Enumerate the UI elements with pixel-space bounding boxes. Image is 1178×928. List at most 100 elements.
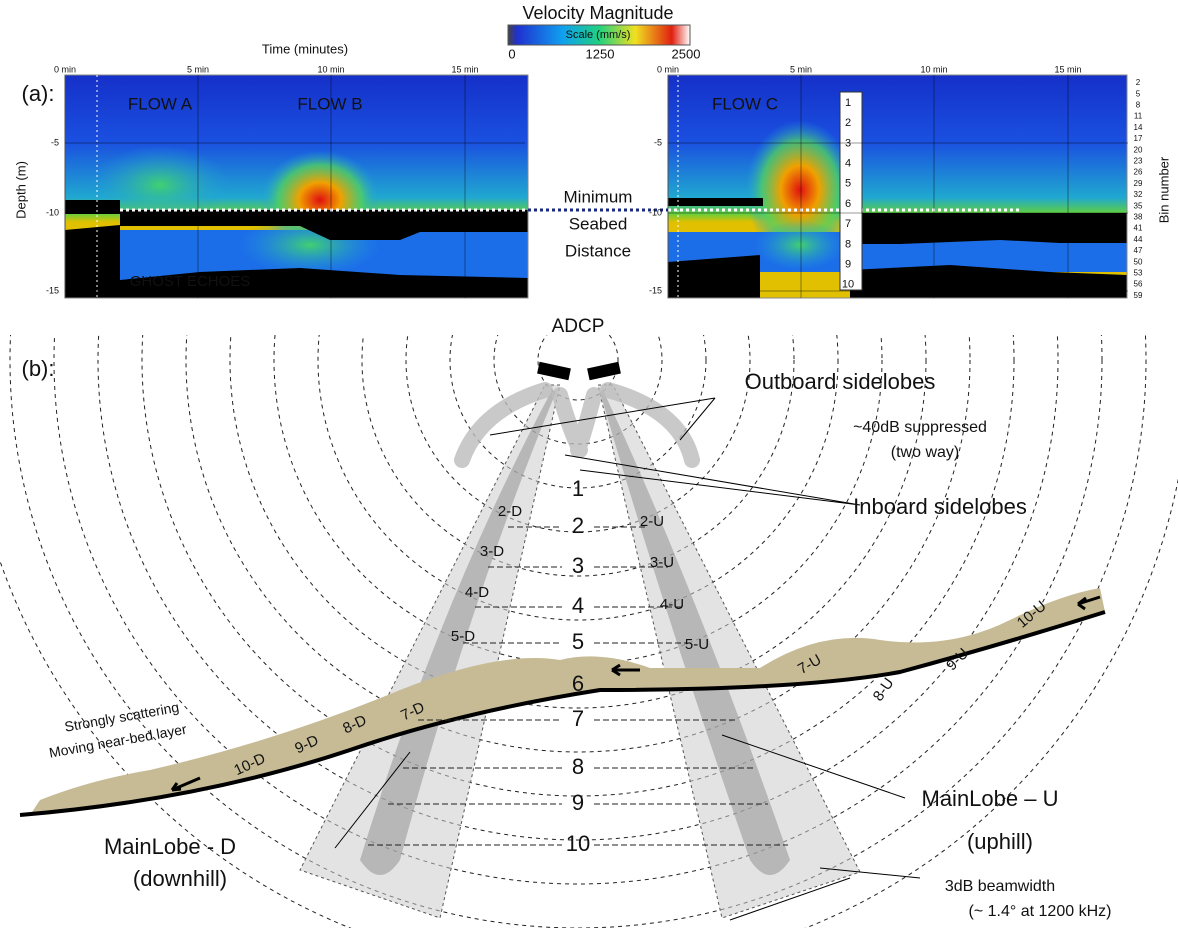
- mainlobe-label: (downhill): [133, 866, 227, 891]
- bin-label: 4-U: [660, 596, 684, 613]
- axis-title: Bin number: [1156, 156, 1171, 223]
- x-tick-label: 15 min: [1054, 64, 1081, 74]
- axis-title: Time (minutes): [262, 41, 348, 56]
- range-number: 8: [572, 754, 584, 779]
- range-number: 10: [566, 831, 590, 856]
- bin-box-number: 9: [845, 259, 851, 271]
- y-tick-label: -10: [46, 207, 59, 217]
- seabed-echo: [860, 213, 1127, 244]
- mainlobe-label: MainLobe - D: [104, 834, 236, 859]
- ghost-echo: [668, 255, 760, 298]
- bin-number: 50: [1134, 257, 1143, 266]
- annotation: FLOW B: [297, 94, 362, 113]
- x-tick-label: 0 min: [54, 64, 76, 74]
- x-tick-label: 15 min: [451, 64, 478, 74]
- range-number: 3: [572, 553, 584, 578]
- suppressed-label: (two way): [891, 444, 959, 461]
- outboard-label: Outboard sidelobes: [745, 369, 936, 394]
- bin-box-number: 7: [845, 218, 851, 230]
- bin-box-number: 4: [845, 158, 851, 170]
- x-tick-label: 0 min: [657, 64, 679, 74]
- bin-number: 17: [1134, 134, 1143, 143]
- bin-label: 3-U: [650, 554, 674, 571]
- bin-label: 3-D: [480, 543, 504, 560]
- axis-title: Depth (m): [13, 161, 28, 219]
- range-number: 1: [572, 476, 584, 501]
- y-tick-label: -15: [46, 285, 59, 295]
- colorbar-scale: Scale (mm/s): [566, 29, 631, 41]
- y-tick-label: -5: [51, 137, 59, 147]
- bin-number: 8: [1136, 101, 1141, 110]
- figure: (() => { const data = JSON.parse(documen…: [0, 0, 1178, 928]
- mainlobe-label: MainLobe – U: [922, 786, 1059, 811]
- x-tick-label: 10 min: [317, 64, 344, 74]
- seabed-label: Seabed: [569, 214, 628, 233]
- bin-number: 56: [1134, 280, 1143, 289]
- colorbar-tick: 2500: [672, 46, 701, 61]
- bin-box-number: 6: [845, 198, 851, 210]
- transducer: [587, 362, 621, 380]
- seabed-label: Minimum: [564, 187, 633, 206]
- panel-label: (b):: [22, 356, 55, 381]
- panel-label: (a):: [22, 81, 55, 106]
- seabed-echo: [65, 200, 120, 214]
- bin-number: 5: [1136, 89, 1141, 98]
- bin-label: 5-U: [685, 636, 709, 653]
- bin-number: 47: [1134, 246, 1143, 255]
- bin-number: 2: [1136, 78, 1141, 87]
- range-number: 9: [572, 790, 584, 815]
- bin-number: 59: [1134, 291, 1143, 300]
- bin-number: 11: [1134, 112, 1143, 121]
- annotation: GHOST ECHOES: [130, 273, 251, 290]
- x-tick-label: 5 min: [790, 64, 812, 74]
- bin-number: 23: [1134, 157, 1143, 166]
- beamwidth-label: (~ 1.4° at 1200 kHz): [969, 903, 1112, 920]
- range-number: 2: [572, 513, 584, 538]
- bin-number: 53: [1134, 269, 1143, 278]
- seabed-echo: [668, 198, 763, 206]
- colorbar-tick: 1250: [586, 46, 615, 61]
- suppressed-label: ~40dB suppressed: [853, 419, 987, 436]
- x-tick-label: 5 min: [187, 64, 209, 74]
- flow-blob: [755, 220, 845, 270]
- bin-number: 32: [1134, 190, 1143, 199]
- annotation: FLOW C: [712, 94, 778, 113]
- bin-number: 26: [1134, 168, 1143, 177]
- bin-label: 2-D: [498, 503, 522, 520]
- y-tick-label: -5: [654, 137, 662, 147]
- bin-label: 2-U: [640, 513, 664, 530]
- sidelobes: [462, 390, 692, 460]
- bin-number: 35: [1134, 201, 1143, 210]
- colorbar-title: Velocity Magnitude: [522, 3, 673, 23]
- seabed-label: Distance: [565, 241, 631, 260]
- bin-number: 14: [1134, 123, 1143, 132]
- y-tick-label: -10: [649, 207, 662, 217]
- bin-number: 44: [1134, 235, 1143, 244]
- bin-label: 5-D: [451, 628, 475, 645]
- inboard-label: Inboard sidelobes: [853, 494, 1027, 519]
- range-number: 5: [572, 629, 584, 654]
- range-number: 6: [572, 671, 584, 696]
- bin-number: 38: [1134, 213, 1143, 222]
- y-tick-label: -15: [649, 285, 662, 295]
- mainlobe-label: (uphill): [967, 829, 1033, 854]
- range-ring: [494, 276, 662, 444]
- bin-box-number: 2: [845, 117, 851, 129]
- range-number: 7: [572, 706, 584, 731]
- bin-box-number: 10: [842, 279, 854, 291]
- bin-number: 41: [1134, 224, 1143, 233]
- bin-box-number: 5: [845, 178, 851, 190]
- bin-label: 4-D: [465, 584, 489, 601]
- annotation: FLOW A: [128, 94, 193, 113]
- bin-number: 20: [1134, 145, 1143, 154]
- beamwidth-label: 3dB beamwidth: [945, 878, 1055, 895]
- bin-number: 29: [1134, 179, 1143, 188]
- x-tick-label: 10 min: [920, 64, 947, 74]
- bin-box-number: 3: [845, 137, 851, 149]
- bin-box-number: 8: [845, 238, 851, 250]
- colorbar-tick: 0: [508, 46, 515, 61]
- range-number: 4: [572, 593, 584, 618]
- device-label: ADCP: [552, 316, 605, 337]
- bin-box-number: 1: [845, 97, 851, 109]
- bin-label: 8-U: [870, 675, 898, 705]
